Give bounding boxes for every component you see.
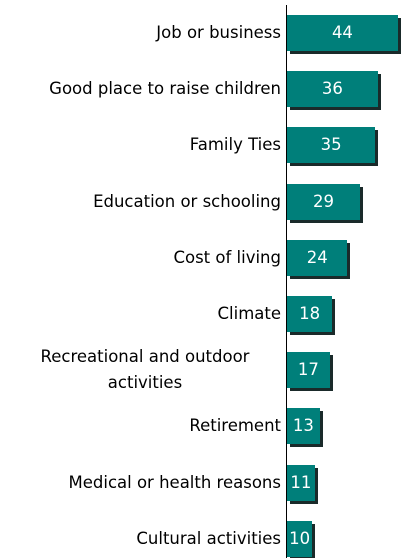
bar	[287, 127, 376, 164]
category-label: Cost of living	[173, 247, 281, 267]
category-label: Climate	[217, 304, 282, 323]
category-label: Good place to raise children	[49, 79, 281, 99]
value-label: 35	[320, 135, 342, 155]
bar	[287, 464, 315, 501]
axis-line	[286, 5, 287, 558]
category-label: Job or business	[156, 23, 281, 42]
bar	[287, 352, 330, 389]
category-label: Retirement	[189, 416, 281, 436]
value-label: 44	[331, 23, 353, 42]
category-label: Cultural activities	[136, 528, 281, 548]
category-label: Medical or health reasons	[68, 472, 282, 492]
value-label: 10	[289, 528, 311, 548]
value-label: 18	[299, 304, 321, 323]
bar	[287, 71, 378, 108]
value-label: 24	[306, 247, 328, 267]
value-label: 11	[290, 472, 312, 492]
bar	[287, 15, 398, 51]
bar	[287, 296, 333, 332]
category-label: Recreational and outdoor activities	[40, 347, 250, 393]
bar	[287, 239, 348, 276]
bar	[287, 183, 361, 220]
bar	[287, 520, 313, 557]
bar	[287, 408, 320, 445]
value-label: 13	[292, 416, 314, 436]
value-label: 17	[297, 360, 319, 380]
category-label: Family Ties	[189, 135, 281, 155]
value-label: 29	[313, 191, 335, 211]
value-label: 36	[321, 79, 343, 99]
category-label: Education or schooling	[93, 191, 281, 211]
